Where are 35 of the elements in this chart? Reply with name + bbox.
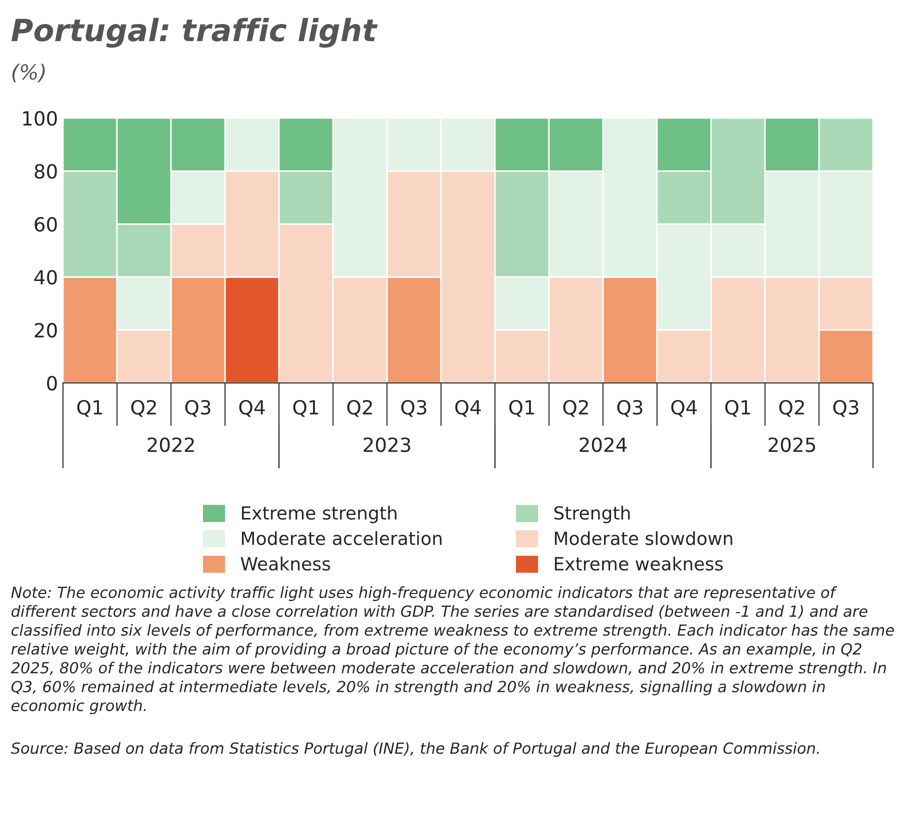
y-tick-label: 20 <box>34 322 57 338</box>
legend-label: Extreme weakness <box>554 556 723 571</box>
x-tick-label: Q2 <box>131 400 156 417</box>
y-tick-label: 100 <box>23 111 57 126</box>
legend-label: Extreme strength <box>242 506 396 524</box>
x-tick-label: Q3 <box>617 400 642 417</box>
y-tick-label: 60 <box>34 216 57 232</box>
chart-subtitle: (%) <box>12 64 45 82</box>
y-tick-label: 80 <box>34 164 57 179</box>
text: 2023 <box>364 437 410 452</box>
x-tick-label: Q2 <box>563 400 588 417</box>
x-tick-label: Q3 <box>401 400 426 417</box>
y-tick-label: 0 <box>47 376 57 391</box>
legend-label: Weakness <box>240 556 330 571</box>
x-tick-label: Q1 <box>509 400 534 417</box>
text: Note: The economic activity traffic light uses high-frequency economic indicators that are representative of different sectors and have a close correlation with GDP. The series are standardised (between -1 and 1) and are classified into six levels of performance, from extreme weakness to extreme strength. Each indicator has the same relative weight, with the aim of providing a broad picture of the economy’s performance. As an example, in Q2 2025, 80% of the indicators were between moderate acceleration and slowdown, and 20% in extreme strength. In Q3, 60% remained at intermediate levels, 20% in strength and 20% in weakness, signalling a slowdown in economic growth. <box>10 586 894 714</box>
x-tick-label: Q2 <box>779 400 804 417</box>
x-tick-label: Q1 <box>725 400 750 417</box>
text: 2025 <box>768 437 816 452</box>
legend-label: Strength <box>554 506 630 524</box>
x-tick-label: Q4 <box>671 400 697 417</box>
x-tick-label: Q1 <box>293 400 318 417</box>
text: 2022 <box>148 437 194 452</box>
x-tick-label: Q4 <box>239 400 265 417</box>
text: 2024 <box>580 437 627 452</box>
x-tick-label: Q3 <box>185 400 210 417</box>
x-tick-label: Q3 <box>833 400 858 417</box>
chart-title: Portugal: traffic light <box>11 18 378 48</box>
x-tick-label: Q1 <box>77 400 102 417</box>
x-tick-label: Q2 <box>347 400 372 417</box>
x-tick-label: Q4 <box>455 400 481 417</box>
legend-label: Moderate slowdown <box>554 531 732 546</box>
legend-label: Moderate acceleration <box>242 531 442 546</box>
source-note: Source: Based on data from Statistics Portugal (INE), the Bank of Portugal and the European Commission. <box>10 742 819 757</box>
y-tick-label: 40 <box>34 270 57 285</box>
